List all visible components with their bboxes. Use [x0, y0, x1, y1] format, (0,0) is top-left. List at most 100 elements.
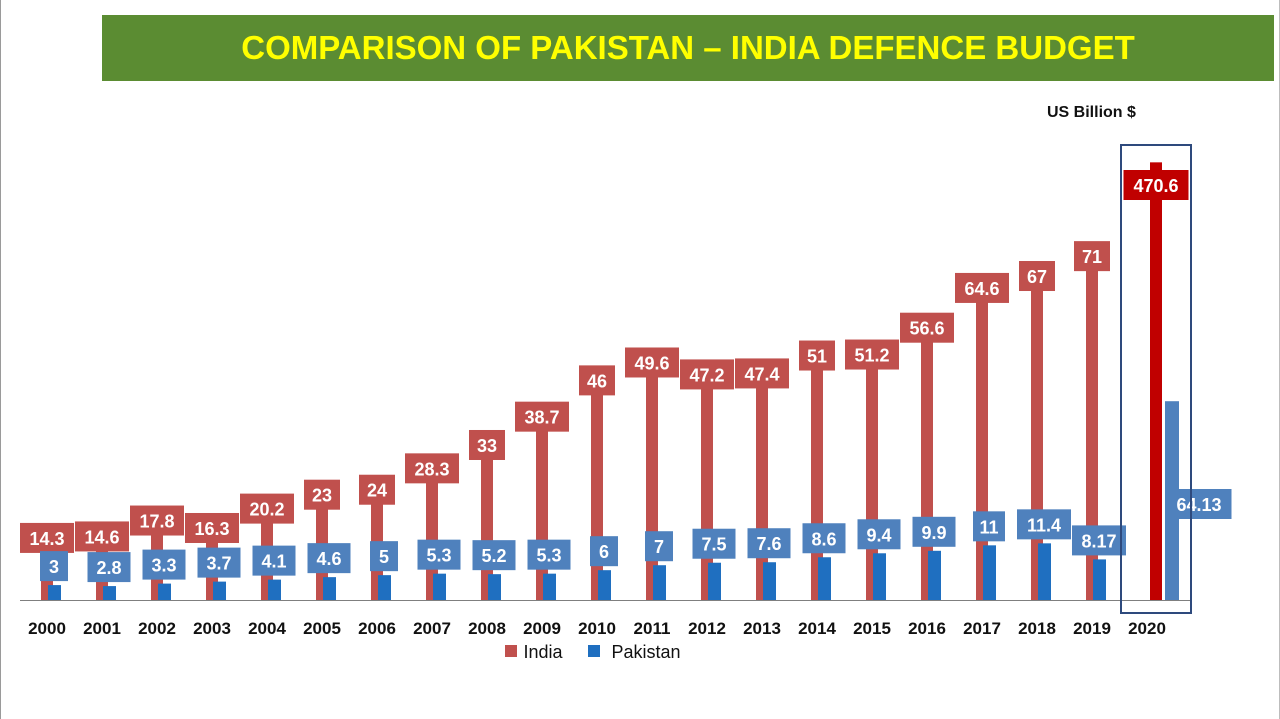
india-label-box-2018: [1019, 261, 1055, 292]
pakistan-bar-2002: [158, 583, 171, 600]
title-banner: COMPARISON OF PAKISTAN – INDIA DEFENCE B…: [102, 15, 1274, 81]
pakistan-bar-2017: [983, 545, 996, 600]
x-tick-label-2009: 2009: [523, 619, 561, 638]
pakistan-label-box-2012: [692, 528, 736, 559]
india-bar-2020: [1150, 162, 1162, 601]
india-data-label-2014: 51: [807, 347, 827, 367]
india-data-label-2016: 56.6: [909, 319, 944, 339]
india-data-label-2005: 23: [312, 486, 332, 506]
india-data-label-2003: 16.3: [194, 519, 229, 539]
pakistan-data-label-2006: 5: [379, 547, 389, 567]
pakistan-data-label-2003: 3.7: [206, 554, 231, 574]
pakistan-data-label-2020: 64.13: [1176, 495, 1221, 515]
pakistan-data-label-2015: 9.4: [866, 525, 891, 545]
pakistan-bar-2000: [48, 585, 61, 600]
pakistan-data-label-2007: 5.3: [426, 546, 451, 566]
frame-left-border: [0, 0, 1, 719]
x-tick-label-2014: 2014: [798, 619, 836, 638]
india-data-label-2009: 38.7: [524, 408, 559, 428]
pakistan-label-box-2020: [1166, 489, 1232, 519]
pakistan-data-label-2000: 3: [49, 557, 59, 577]
india-data-label-2002: 17.8: [139, 512, 174, 532]
india-bar-2011: [646, 353, 658, 600]
x-tick-label-2012: 2012: [688, 619, 726, 638]
chart-title: COMPARISON OF PAKISTAN – INDIA DEFENCE B…: [241, 29, 1135, 66]
pakistan-bar-2012: [708, 562, 721, 600]
india-label-box-2010: [579, 365, 615, 396]
x-tick-label-2020: 2020: [1128, 619, 1166, 638]
pakistan-bar-2001: [103, 586, 116, 600]
india-label-box-2017: [955, 272, 1009, 303]
india-label-box-2015: [845, 339, 899, 370]
pakistan-bar-2018: [1038, 543, 1051, 600]
x-tick-label-2006: 2006: [358, 619, 396, 638]
pakistan-data-label-2010: 6: [599, 542, 609, 562]
pakistan-label-box-2013: [747, 528, 791, 559]
pakistan-data-label-2018: 11.4: [1027, 515, 1061, 535]
pakistan-bar-2019: [1093, 559, 1106, 600]
pakistan-data-label-2013: 7.6: [756, 534, 781, 554]
pakistan-label-box-2001: [87, 552, 131, 583]
india-data-label-2015: 51.2: [854, 346, 889, 366]
india-data-label-2010: 46: [587, 371, 607, 391]
pakistan-data-label-2005: 4.6: [316, 549, 341, 569]
india-label-box-2009: [515, 401, 569, 432]
pakistan-label-box-2006: [370, 541, 398, 572]
india-label-box-2012: [680, 359, 734, 390]
x-tick-label-2005: 2005: [303, 619, 341, 638]
india-label-box-2014: [799, 340, 835, 371]
pakistan-bar-2016: [928, 550, 941, 600]
x-tick-label-2010: 2010: [578, 619, 616, 638]
x-tick-label-2002: 2002: [138, 619, 176, 638]
pakistan-label-box-2008: [472, 540, 516, 571]
india-label-box-2005: [304, 479, 340, 510]
x-tick-label-2007: 2007: [413, 619, 451, 638]
pakistan-bar-2011: [653, 565, 666, 600]
india-bar-2019: [1086, 247, 1098, 600]
india-label-box-2007: [405, 453, 459, 484]
india-data-label-2019: 71: [1082, 247, 1102, 267]
india-label-box-2003: [185, 512, 239, 543]
india-label-box-2001: [75, 521, 129, 552]
x-tick-label-2015: 2015: [853, 619, 891, 638]
pakistan-data-label-2002: 3.3: [151, 556, 176, 576]
pakistan-label-box-2000: [40, 551, 68, 582]
x-tick-label-2008: 2008: [468, 619, 506, 638]
x-tick-label-2003: 2003: [193, 619, 231, 638]
pakistan-label-box-2004: [252, 545, 296, 576]
pakistan-bar-2003: [213, 581, 226, 600]
pakistan-bar-2006: [378, 575, 391, 600]
india-label-box-2004: [240, 493, 294, 524]
india-label-box-2002: [130, 505, 184, 536]
pakistan-data-label-2004: 4.1: [261, 552, 286, 572]
india-data-label-2011: 49.6: [634, 353, 669, 373]
x-tick-label-2017: 2017: [963, 619, 1001, 638]
x-tick-label-2000: 2000: [28, 619, 66, 638]
pakistan-data-label-2017: 11: [979, 517, 998, 537]
india-data-label-2004: 20.2: [249, 500, 284, 520]
x-tick-label-2013: 2013: [743, 619, 781, 638]
pakistan-label-box-2016: [912, 516, 956, 547]
pakistan-label-box-2018: [1017, 509, 1071, 540]
pakistan-label-box-2011: [645, 531, 673, 562]
india-label-box-2011: [625, 347, 679, 378]
pakistan-bar-2004: [268, 579, 281, 600]
pakistan-bar-2005: [323, 577, 336, 600]
india-label-box-2008: [469, 429, 505, 460]
india-data-label-2001: 14.6: [84, 527, 119, 547]
india-data-label-2020: 470.6: [1133, 176, 1178, 196]
india-data-label-2018: 67: [1027, 267, 1047, 287]
pakistan-label-box-2010: [590, 536, 618, 567]
x-tick-label-2001: 2001: [83, 619, 121, 638]
highlight-2020-frame: [1120, 144, 1192, 614]
pakistan-data-label-2009: 5.3: [536, 546, 561, 566]
pakistan-bar-2007: [433, 573, 446, 600]
india-bar-2009: [536, 407, 548, 600]
pakistan-label-box-2003: [197, 547, 241, 578]
india-label-box-2000: [20, 522, 74, 553]
x-tick-label-2018: 2018: [1018, 619, 1056, 638]
pakistan-data-label-2019: 8.17: [1081, 531, 1116, 551]
india-label-box-2016: [900, 312, 954, 343]
legend-label-pakistan: Pakistan: [611, 642, 680, 662]
